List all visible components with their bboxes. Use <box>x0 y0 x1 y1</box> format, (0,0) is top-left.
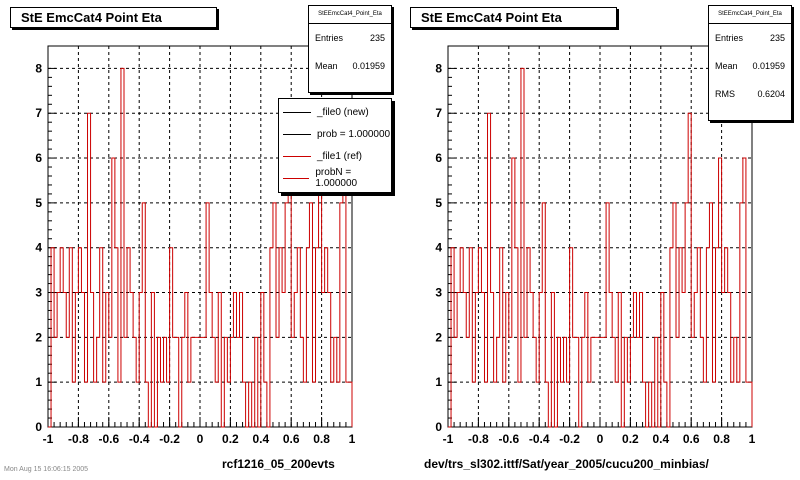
histogram-line <box>448 67 753 428</box>
right-panel: 0 1 2 3 4 5 6 7 8 -1 -0.8 -0.6 -0.4 -0.2 0 0.2 0.4 0.6 0.8… <box>400 0 800 480</box>
y-tick-label: 2 <box>435 330 442 344</box>
y-tick-label: 7 <box>435 106 442 120</box>
y-tick-label: 0 <box>35 420 42 434</box>
right-stats-rms: RMS 0.6204 <box>709 80 791 108</box>
y-tick-label: 7 <box>35 106 42 120</box>
mean-value: 0.01959 <box>352 61 385 71</box>
histogram-line <box>48 67 353 428</box>
right-plot: 0 1 2 3 4 5 6 7 8 -1 -0.8 -0.6 -0.4 -0.2 0 0.2 0.4 0.6 0.8… <box>435 45 756 446</box>
left-stats-mean: Mean 0.01959 <box>309 52 391 80</box>
rms-label: RMS <box>715 89 735 99</box>
x-tick-label: -0.4 <box>529 432 550 446</box>
x-tick-label: -1 <box>443 432 454 446</box>
y-tick-label: 8 <box>435 61 442 75</box>
x-tick-label: 1 <box>349 432 356 446</box>
legend-entry-prob: prob = 1.000000 <box>279 123 391 145</box>
x-tick-label: 0.6 <box>283 432 300 446</box>
x-tick-label: 1 <box>749 432 756 446</box>
x-tick-label: -1 <box>43 432 54 446</box>
entries-label: Entries <box>315 33 344 43</box>
y-tick-label: 5 <box>35 196 42 210</box>
y-tick-label: 2 <box>35 330 42 344</box>
x-tick-label: 0 <box>597 432 604 446</box>
x-tick-label: -0.8 <box>68 432 89 446</box>
y-tick-label: 6 <box>35 151 42 165</box>
y-tick-label: 3 <box>435 286 442 300</box>
y-tick-label: 0 <box>435 420 442 434</box>
right-stats-box: StEEmcCat4_Point_Eta Entries 235 Mean 0.… <box>708 5 792 121</box>
left-stats-box: StEEmcCat4_Point_Eta Entries 235 Mean 0.… <box>308 5 392 93</box>
legend-swatch-probn <box>283 177 310 179</box>
x-tick-label: 0.8 <box>313 432 330 446</box>
y-tick-label: 1 <box>35 375 42 389</box>
right-stats-mean: Mean 0.01959 <box>709 52 791 80</box>
footer-timestamp: Mon Aug 15 16:06:15 2005 <box>4 466 89 473</box>
x-tick-label: -0.8 <box>468 432 489 446</box>
left-panel: 0 1 2 3 4 5 6 7 8 -1 -0.8 -0.6 -0.4 -0.2 0 0.2 0.4 0.6 0.8… <box>4 5 392 473</box>
left-title: StE EmcCat4 Point Eta <box>10 7 217 28</box>
legend-label-ref: _file1 (ref) <box>317 150 363 162</box>
mean-value: 0.01959 <box>752 61 785 71</box>
y-tick-label: 4 <box>435 241 442 255</box>
mean-label: Mean <box>315 61 338 71</box>
legend-label-prob: prob = 1.000000 <box>317 128 391 140</box>
x-tick-label: 0.6 <box>683 432 700 446</box>
plot-frame <box>447 45 753 428</box>
y-tick-label: 8 <box>35 61 42 75</box>
legend-swatch-new <box>283 111 311 113</box>
legend-swatch-ref <box>283 155 311 157</box>
legend-swatch-prob <box>283 133 311 135</box>
left-x-caption: rcf1216_05_200evts <box>222 457 335 471</box>
x-tick-label: 0.2 <box>222 432 239 446</box>
x-tick-label: 0.8 <box>713 432 730 446</box>
legend-entry-probn: probN = 1.000000 <box>279 167 391 189</box>
x-tick-label: -0.2 <box>159 432 180 446</box>
legend-entry-new: _file0 (new) <box>279 101 391 123</box>
x-tick-label: -0.2 <box>559 432 580 446</box>
y-tick-label: 5 <box>435 196 442 210</box>
legend-box: _file0 (new) prob = 1.000000 _file1 (ref… <box>278 98 392 193</box>
x-tick-label: -0.4 <box>129 432 150 446</box>
entries-value: 235 <box>369 33 385 43</box>
right-stats-entries: Entries 235 <box>709 24 791 52</box>
left-stats-name: StEEmcCat4_Point_Eta <box>309 6 391 24</box>
x-tick-label: 0.4 <box>252 432 269 446</box>
entries-label: Entries <box>715 33 744 43</box>
right-title: StE EmcCat4 Point Eta <box>410 7 617 28</box>
left-stats-entries: Entries 235 <box>309 24 391 52</box>
legend-label-new: _file0 (new) <box>317 106 369 118</box>
x-tick-label: -0.6 <box>98 432 119 446</box>
y-tick-label: 6 <box>435 151 442 165</box>
entries-value: 235 <box>769 33 785 43</box>
x-tick-label: 0.4 <box>652 432 669 446</box>
mean-label: Mean <box>715 61 738 71</box>
rms-value: 0.6204 <box>757 89 785 99</box>
x-tick-label: -0.6 <box>498 432 519 446</box>
y-tick-label: 4 <box>35 241 42 255</box>
x-tick-label: 0.2 <box>622 432 639 446</box>
legend-entry-ref: _file1 (ref) <box>279 145 391 167</box>
x-tick-label: 0 <box>197 432 204 446</box>
y-tick-label: 3 <box>35 286 42 300</box>
right-x-caption: dev/trs_sl302.ittf/Sat/year_2005/cucu200… <box>424 457 709 471</box>
y-tick-label: 1 <box>435 375 442 389</box>
legend-label-probn: probN = 1.000000 <box>315 167 358 189</box>
right-stats-name: StEEmcCat4_Point_Eta <box>709 6 791 24</box>
